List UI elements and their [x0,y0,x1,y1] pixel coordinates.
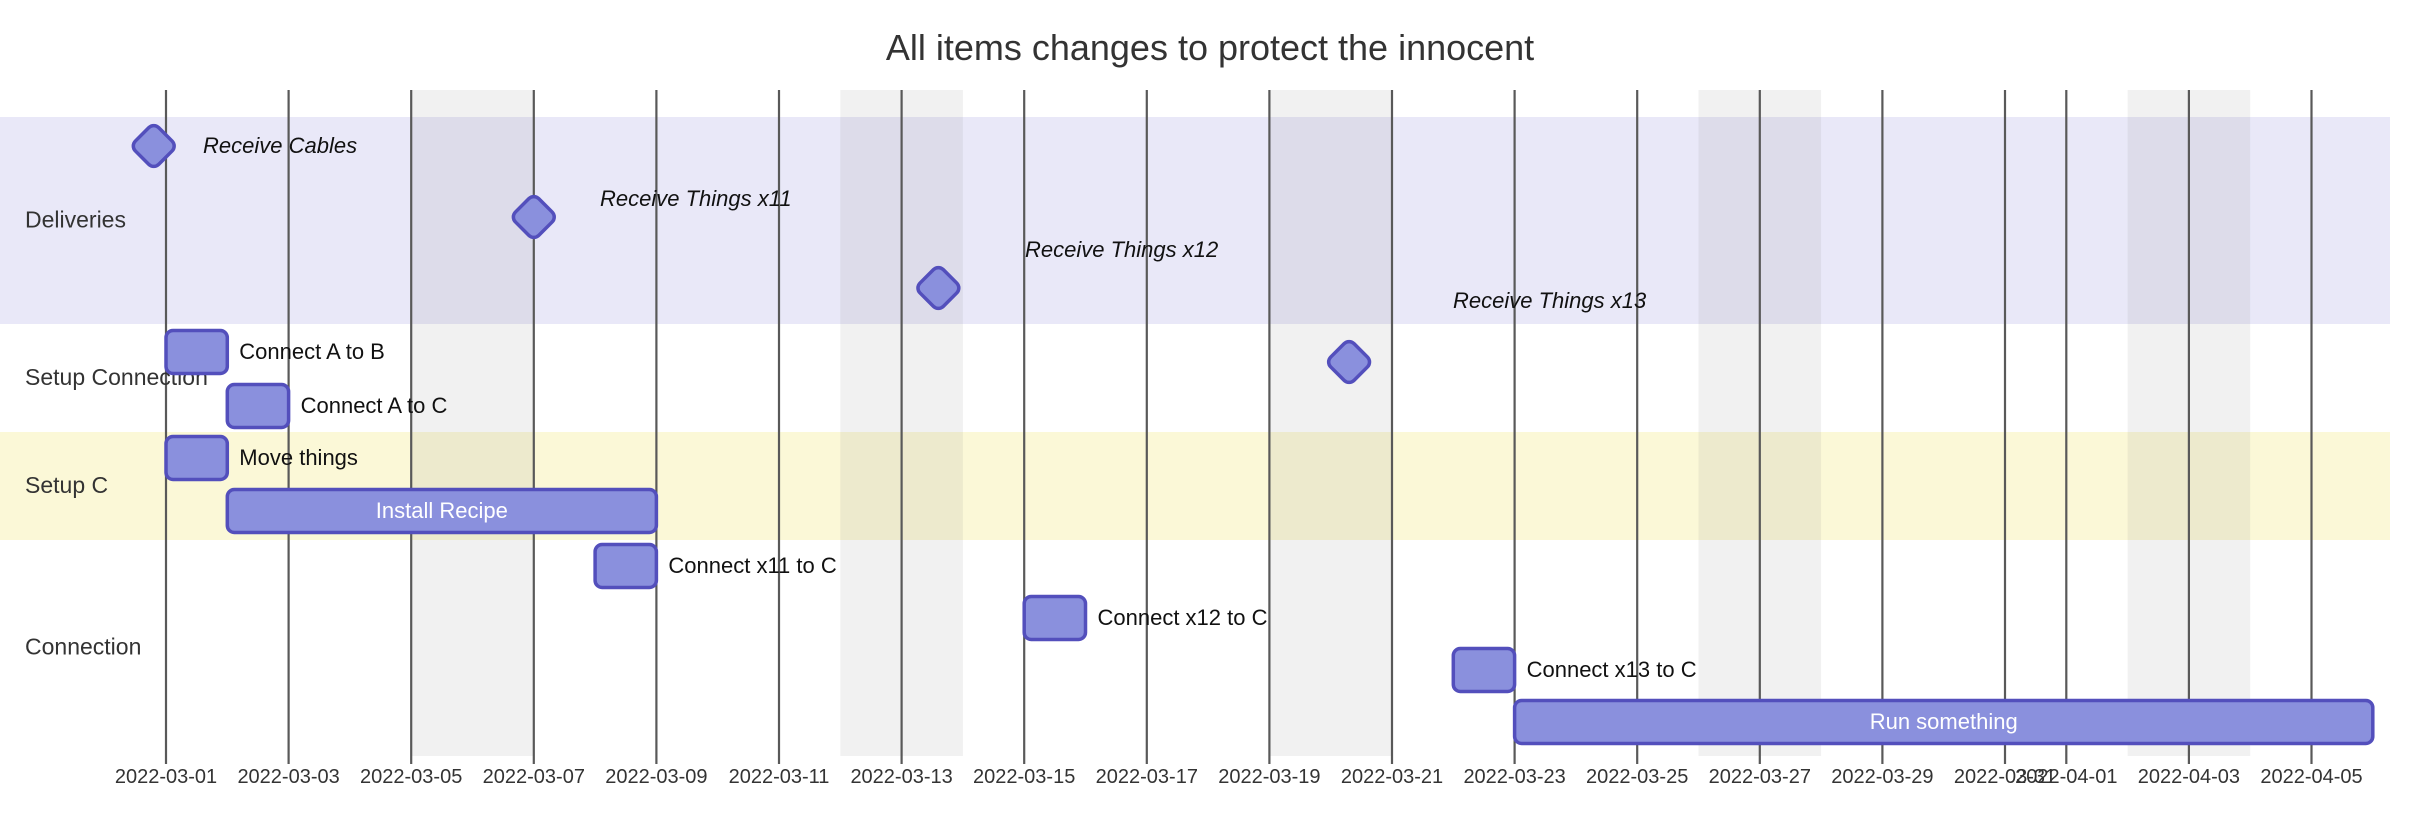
task-bar-run-something [1512,698,2375,746]
task-label-connect-a-b: Connect A to B [239,339,385,364]
section-label-setup-c: Setup C [25,472,108,498]
axis-tick-label: 2022-03-29 [1831,766,1933,788]
milestone-label-receive-x11: Receive Things x11 [600,186,792,211]
task-bar-connect-x13-c [1451,646,1517,694]
axis-labels-layer: 2022-03-01 2022-03-03 2022-03-05 2022-03-07… [115,766,2363,788]
axis-tick-label: 2022-03-21 [1341,766,1443,788]
task-label-connect-x13-c: Connect x13 to C [1527,657,1697,682]
axis-tick-label: 2022-03-19 [1218,766,1320,788]
milestone-label-receive-x12: Receive Things x12 [1025,237,1218,262]
axis-tick-label: 2022-03-07 [483,766,585,788]
excluded-weekend-band [1269,90,1392,756]
axis-tick-label: 2022-03-27 [1709,766,1811,788]
section-label-deliveries: Deliveries [25,207,126,233]
axis-tick-label: 2022-03-11 [729,766,830,788]
task-label-run-something: Run something [1870,709,2018,734]
axis-tick-label: 2022-04-05 [2260,766,2362,788]
milestone-label-receive-x13: Receive Things x13 [1453,288,1647,313]
milestone-label-receive-cables: Receive Cables [203,133,357,158]
axis-tick-label: 2022-03-23 [1463,766,1565,788]
task-bar-move-things [164,434,230,482]
milestone-diamond-receive-x13 [1326,339,1372,385]
milestone-diamond-receive-x11 [511,194,556,240]
axis-tick-label: 2022-03-03 [237,766,339,788]
tasks-layer: Receive Cables Receive Things x11 Receive … [131,123,2375,746]
section-band-deliveries [0,117,2390,324]
chart-title: All items changes to protect the innocen… [886,27,1534,68]
section-bands-layer [0,117,2390,540]
task-bar-connect-x12-c [1022,594,1088,642]
task-bar-install-recipe [225,487,659,535]
axis-tick-label: 2022-04-01 [2015,766,2117,788]
axis-tick-label: 2022-03-25 [1586,766,1688,788]
axis-tick-label: 2022-03-01 [115,766,217,788]
axis-tick-label: 2022-03-17 [1096,766,1198,788]
task-bar-connect-a-b [164,328,230,376]
task-label-connect-x11-c: Connect x11 to C [668,553,836,578]
task-bar-connect-a-c [225,382,291,430]
axis-tick-label: 2022-03-09 [605,766,707,788]
axis-tick-label: 2022-03-13 [850,766,952,788]
task-bar-connect-x11-c [593,542,659,590]
milestone-diamond-receive-x12 [916,265,961,311]
axis-tick-label: 2022-04-03 [2138,766,2240,788]
task-label-move-things: Move things [239,445,358,470]
axis-tick-label: 2022-03-05 [360,766,462,788]
task-label-connect-a-c: Connect A to C [301,393,448,418]
excluded-weekend-band [411,90,534,756]
gridlines-layer [164,90,2313,764]
axis-tick-label: 2022-03-15 [973,766,1075,788]
task-label-connect-x12-c: Connect x12 to C [1098,605,1268,630]
section-label-connection: Connection [25,634,141,660]
milestone-diamond-receive-cables [131,123,176,169]
task-label-install-recipe: Install Recipe [376,498,508,523]
axis-tick-label: 2022-03-31 [1954,766,2056,788]
